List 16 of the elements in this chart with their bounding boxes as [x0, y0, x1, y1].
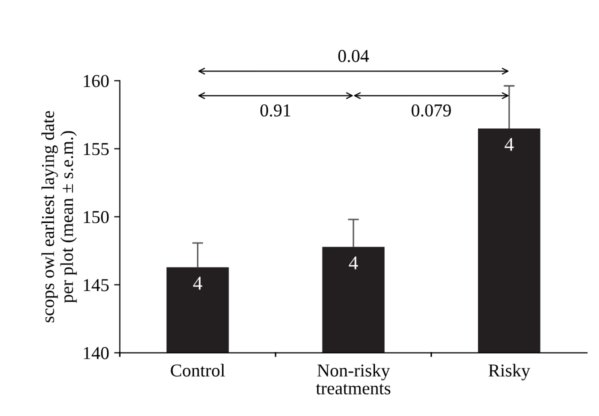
y-axis-title: scops owl earliest laying date per plot (mean ± s.e.m.) [41, 111, 77, 322]
y-tick-label: 155 [84, 143, 109, 156]
annotation: 4 [504, 138, 514, 151]
annotation: 0.91 [260, 104, 290, 117]
y-tick-label: 145 [84, 279, 109, 292]
annotation: 0.079 [412, 104, 451, 117]
annotation: 4 [348, 256, 358, 270]
y-tick-label: 150 [84, 210, 109, 224]
text: 0.04 [338, 50, 369, 62]
x-axis-title: treatments [316, 384, 390, 394]
y-tick-label: 140 [84, 347, 109, 360]
y-tick-label: 160 [84, 74, 109, 88]
x-tick-label: Non-risky [317, 364, 390, 380]
x-tick-label: Control [170, 364, 225, 377]
annotation: 4 [193, 276, 202, 290]
x-tick-label: Risky [488, 364, 530, 380]
